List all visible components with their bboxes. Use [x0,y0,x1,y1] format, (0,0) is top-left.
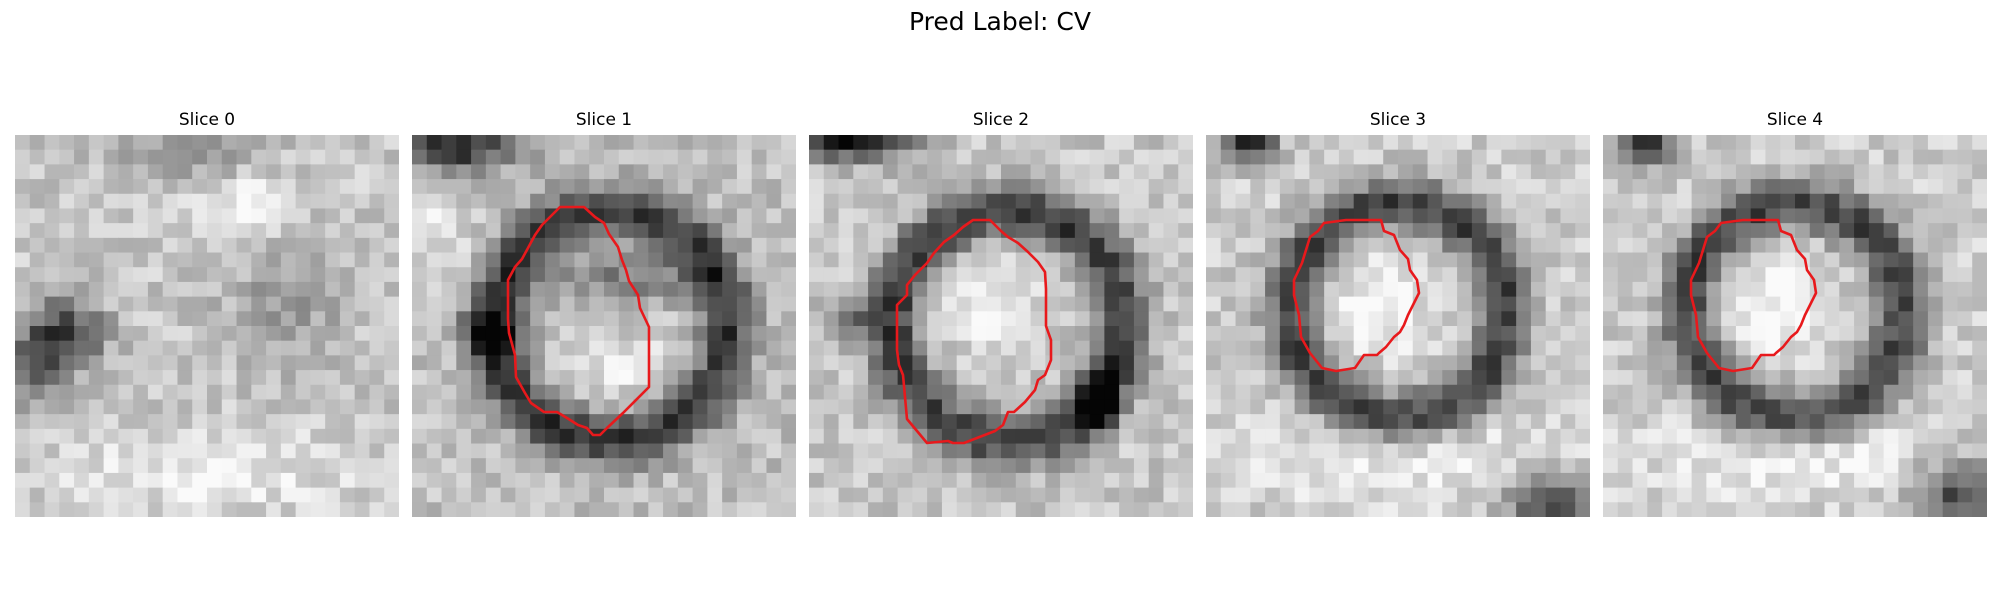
pixel-grid [1603,135,1987,517]
contour-outline [1689,218,1818,373]
contour-outline [1292,218,1421,373]
slice-image [809,135,1193,517]
slice-panel-3: Slice 3 [1206,108,1590,517]
slice-title: Slice 3 [1369,110,1427,130]
contour-outline [895,218,1053,445]
slice-image [15,135,399,517]
pixel-grid [809,135,1193,517]
slice-panel-1: Slice 1 [412,108,796,517]
slice-panel-0: Slice 0 [15,108,399,517]
figure-title: Pred Label: CV [909,7,1091,36]
slice-title: Slice 4 [1766,110,1824,130]
slice-title: Slice 1 [575,110,633,130]
slice-title: Slice 2 [972,110,1030,130]
slice-image [1206,135,1590,517]
slice-image [1603,135,1987,517]
contour-outline [506,205,651,437]
pixel-grid [1206,135,1590,517]
slice-panel-4: Slice 4 [1603,108,1987,517]
slice-panel-2: Slice 2 [809,108,1193,517]
pixel-grid [412,135,796,517]
slice-title: Slice 0 [178,110,236,130]
pixel-grid [15,135,399,517]
slice-image [412,135,796,517]
